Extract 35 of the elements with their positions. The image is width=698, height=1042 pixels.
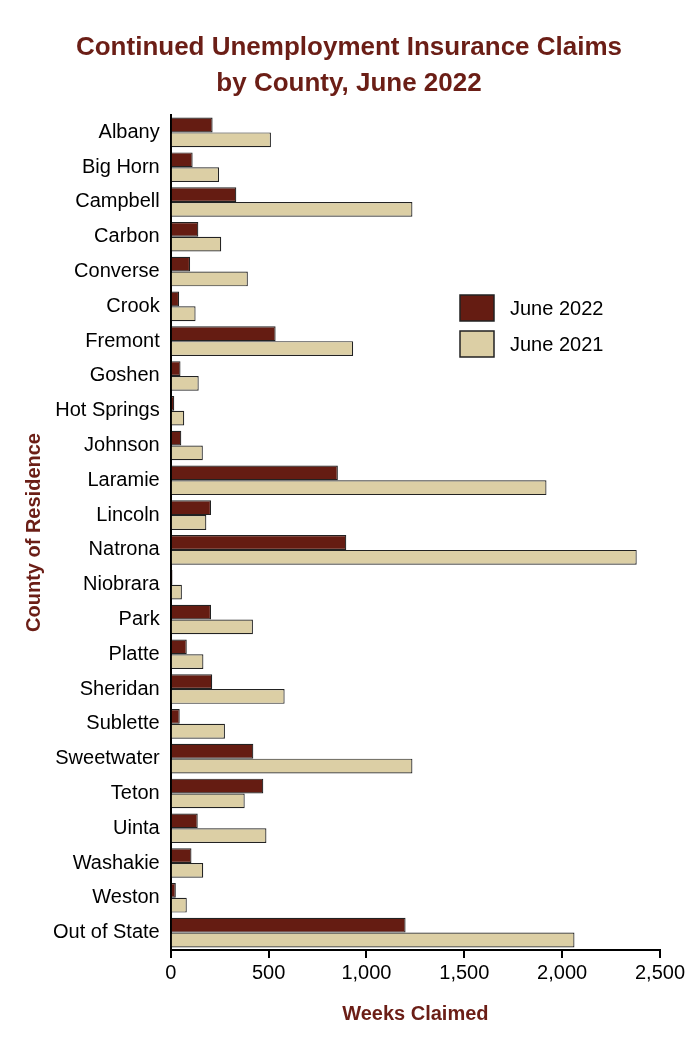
x-tick-label: 2,500 [634,960,686,983]
y-tick-label: Sheridan [79,676,160,699]
chart-title: Continued Unemployment Insurance Claims by County, June 2022 [74,30,624,99]
y-tick-label: Teton [110,780,160,803]
x-tick-label: 1,500 [439,960,490,983]
x-tick-label: 500 [251,960,286,983]
x-tick-label: 0 [165,960,177,983]
y-tick-label: Campbell [75,189,160,212]
y-tick-label: Carbon [94,224,160,247]
y-tick-label: Platte [108,641,160,664]
y-tick-label: Uinta [113,815,161,838]
x-tick-label: 2,000 [537,960,588,983]
y-tick-label: Washakie [72,850,160,873]
y-tick-label: Laramie [87,467,160,490]
y-tick-label: Albany [98,119,160,142]
y-tick-label: Converse [74,259,160,282]
x-tick-label: 1,000 [341,960,392,983]
y-tick-label: Big Horn [81,154,160,177]
x-axis-title: Weeks Claimed [342,1001,489,1024]
y-tick-label: Hot Springs [55,398,160,421]
y-tick-label: Sublette [86,711,160,734]
y-tick-label: Out of State [52,920,160,943]
y-tick-label: Johnson [84,433,160,456]
y-tick-label: Weston [92,885,160,908]
legend-label: June 2022 [510,296,604,319]
legend-label: June 2021 [510,332,604,355]
y-tick-label: Park [118,606,161,629]
y-tick-label: Crook [106,293,161,316]
y-tick-label: Sweetwater [55,746,161,769]
y-tick-label: Fremont [85,328,161,351]
y-tick-label: Natrona [88,537,161,560]
y-tick-label: Niobrara [83,572,161,595]
y-tick-label: Goshen [89,363,160,386]
y-axis-title: County of Residence [21,433,44,632]
y-tick-label: Lincoln [96,502,160,525]
